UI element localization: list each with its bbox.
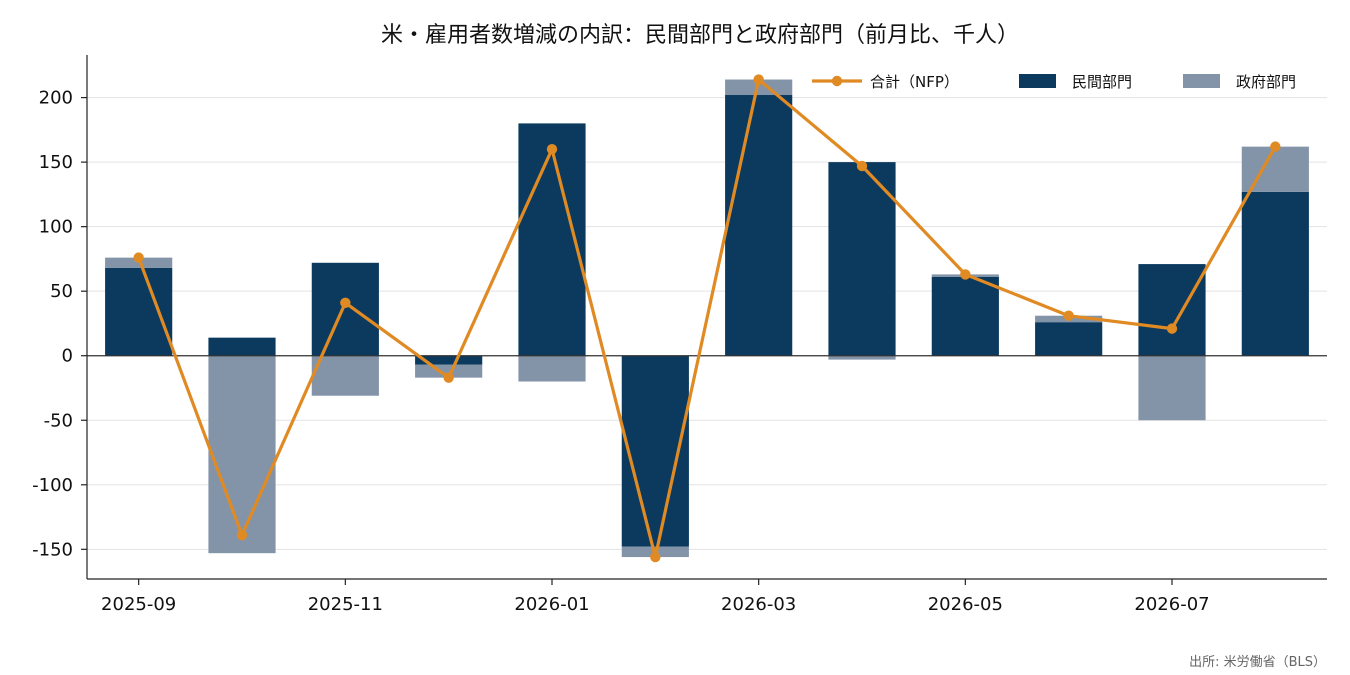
nfp-point — [1166, 323, 1178, 334]
bar-private — [828, 162, 896, 356]
bar-private — [1241, 191, 1309, 356]
x-tick-label: 2025-09 — [101, 594, 176, 615]
y-tick-label: -100 — [32, 475, 73, 496]
chart-title: 米・雇用者数増減の内訳：民間部門と政府部門（前月比、千人） — [381, 23, 1019, 48]
bar-private — [208, 337, 276, 356]
nfp-point — [650, 551, 661, 563]
legend-label-nfp: 合計（NFP） — [870, 73, 959, 91]
legend-swatch-government — [1183, 74, 1220, 88]
legend-label-government: 政府部門 — [1236, 73, 1296, 91]
axes: -150 -100 -50 0 50 100 150 200 2025-09 2025-11 202… — [32, 55, 1327, 615]
bar-private — [105, 267, 173, 356]
bar-private — [1035, 322, 1103, 356]
nfp-line-path — [137, 77, 1277, 559]
nfp-point — [856, 160, 868, 172]
x-tick-label: 2026-01 — [514, 594, 589, 615]
y-tick-label: 100 — [39, 217, 73, 238]
nfp-point — [753, 74, 764, 85]
bar-private — [415, 355, 483, 365]
x-tick-label: 2026-07 — [1134, 594, 1209, 615]
source-note: 出所: 米労働省（BLS） — [1189, 655, 1326, 670]
y-tick-label: 200 — [39, 88, 73, 109]
y-tick-label: -50 — [44, 410, 73, 431]
nfp-point — [1063, 310, 1074, 321]
bar-government — [208, 355, 276, 554]
bar-private — [1138, 264, 1206, 356]
nfp-point — [236, 529, 248, 541]
nfp-point — [443, 372, 454, 383]
y-tick-label: 50 — [50, 281, 73, 302]
legend-swatch-private — [1019, 74, 1056, 88]
x-tick-label: 2026-05 — [928, 594, 1003, 615]
bar-government — [725, 79, 793, 96]
y-tick-label: 0 — [62, 346, 73, 367]
nfp-point — [133, 252, 144, 263]
bar-government — [518, 355, 586, 382]
bar-government — [415, 364, 483, 378]
bar-private — [311, 262, 379, 356]
bar-government — [828, 355, 896, 360]
bar-private — [725, 95, 793, 356]
legend-label-private: 民間部門 — [1072, 73, 1132, 91]
nfp-line — [133, 74, 1281, 563]
nfp-point — [960, 269, 971, 280]
bar-government — [1138, 355, 1206, 421]
legend-marker-nfp — [831, 75, 843, 87]
nfp-point — [1270, 141, 1281, 152]
bar-private — [931, 276, 999, 356]
y-tick-label: -150 — [32, 539, 73, 560]
y-tick-label: 150 — [39, 152, 73, 173]
nfp-point — [340, 297, 351, 309]
legend: 合計（NFP） 民間部門 政府部門 — [812, 73, 1296, 91]
x-tick-label: 2025-11 — [308, 594, 383, 615]
bar-government — [311, 355, 379, 396]
x-tick-label: 2026-03 — [721, 594, 796, 615]
nfp-point — [546, 144, 558, 155]
